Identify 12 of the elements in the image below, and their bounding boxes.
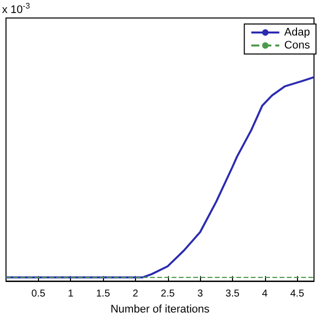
legend-label: Cons [284, 40, 310, 52]
x-tick-label: 4 [262, 288, 268, 300]
x-tick-label: 2 [132, 288, 139, 300]
x-tick-label: 3 [197, 288, 204, 300]
x-tick-label: 1.5 [96, 288, 110, 300]
x-tick-label: 3.5 [226, 288, 240, 300]
x-tick-label: 4.5 [290, 288, 305, 300]
x-tick-label: 0.5 [31, 288, 46, 300]
x-axis-title: Number of iterations [110, 304, 210, 316]
x-tick-label: 1 [68, 288, 74, 300]
x-tick-label: 2.5 [160, 288, 176, 300]
legend-label: Adap [284, 26, 310, 38]
